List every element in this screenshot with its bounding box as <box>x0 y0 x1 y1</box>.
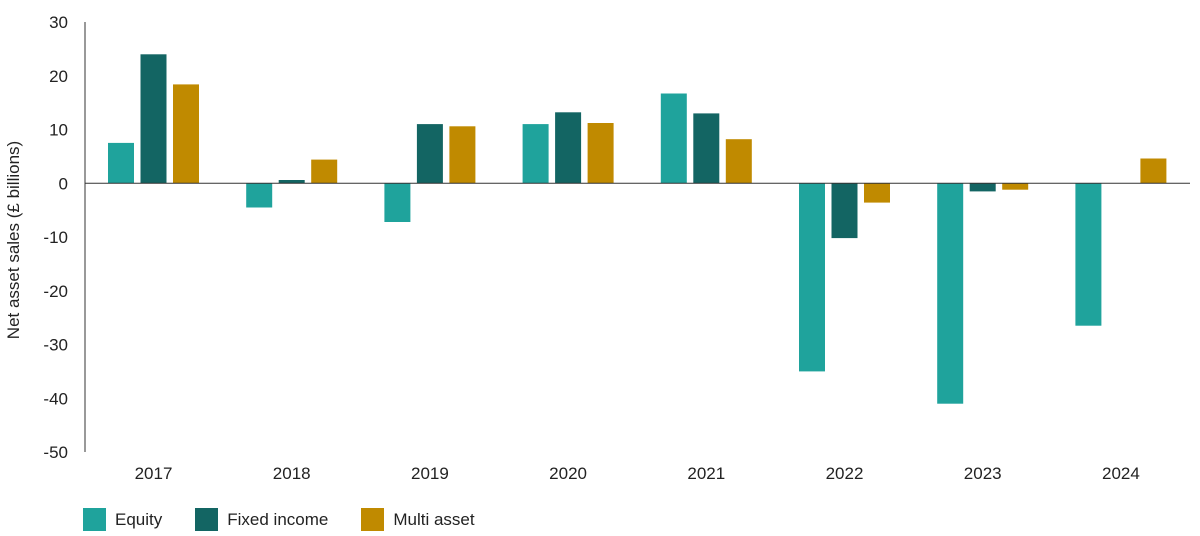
y-tick-label: 30 <box>49 13 68 32</box>
y-tick-label: -50 <box>43 443 68 462</box>
y-tick-label: 0 <box>59 174 68 193</box>
bar-multi-asset-2024 <box>1140 158 1167 184</box>
legend-item-fixed-income: Fixed income <box>195 508 328 531</box>
x-tick-label: 2024 <box>1102 464 1140 483</box>
legend-swatch-multi-asset <box>361 508 385 531</box>
bar-fixed-income-2023 <box>969 183 996 192</box>
x-tick-label: 2020 <box>549 464 587 483</box>
bar-equity-2017 <box>108 142 134 184</box>
x-tick-label: 2018 <box>273 464 311 483</box>
bar-fixed-income-2018 <box>278 180 305 184</box>
bar-equity-2021 <box>660 93 687 184</box>
x-tick-label: 2021 <box>687 464 725 483</box>
bar-fixed-income-2020 <box>555 112 582 184</box>
x-tick-label: 2023 <box>964 464 1002 483</box>
bar-equity-2022 <box>799 183 825 372</box>
bar-chart: Net asset sales (£ billions) 30 20 10 0 -10 -… <box>4 13 1190 483</box>
legend-item-multi-asset: Multi asset <box>361 508 475 531</box>
x-tick-label: 2017 <box>135 464 173 483</box>
bar-equity-2018 <box>246 183 273 208</box>
y-tick-label: -10 <box>43 228 68 247</box>
bar-multi-asset-2018 <box>311 159 338 184</box>
bar-multi-asset-2017 <box>173 84 199 184</box>
y-tick-label: 10 <box>49 121 68 140</box>
bars-group <box>108 54 1167 404</box>
legend-swatch-fixed-income <box>195 508 219 531</box>
y-tick-label: -40 <box>43 389 68 408</box>
legend-swatch-equity <box>83 508 106 531</box>
bar-fixed-income-2021 <box>693 113 720 184</box>
bar-fixed-income-2022 <box>831 183 858 239</box>
y-axis-label: Net asset sales (£ billions) <box>4 141 23 339</box>
legend: Equity Fixed income Multi asset <box>83 508 508 531</box>
y-tick-label: -30 <box>43 336 68 355</box>
y-tick-label: -20 <box>43 282 68 301</box>
y-tick-label: 20 <box>49 67 68 86</box>
x-tick-labels: 2017 2018 2019 2020 2021 2022 2023 2024 <box>135 464 1140 483</box>
legend-label-multi-asset: Multi asset <box>393 509 475 529</box>
bar-multi-asset-2022 <box>864 183 890 203</box>
bar-equity-2019 <box>384 183 411 222</box>
legend-label-fixed-income: Fixed income <box>227 509 329 529</box>
bar-multi-asset-2019 <box>449 126 476 184</box>
bar-multi-asset-2023 <box>1002 183 1029 190</box>
bar-multi-asset-2020 <box>587 123 614 184</box>
bar-equity-2024 <box>1075 183 1102 326</box>
x-tick-label: 2019 <box>411 464 449 483</box>
bar-multi-asset-2021 <box>725 139 752 184</box>
bar-equity-2023 <box>937 183 964 404</box>
legend-label-equity: Equity <box>115 509 163 529</box>
bar-fixed-income-2019 <box>416 124 443 184</box>
x-tick-label: 2022 <box>826 464 864 483</box>
y-tick-labels: 30 20 10 0 -10 -20 -30 -40 -50 <box>43 13 68 462</box>
legend-item-equity: Equity <box>83 508 162 531</box>
bar-fixed-income-2017 <box>140 54 167 184</box>
bar-equity-2020 <box>522 124 549 184</box>
